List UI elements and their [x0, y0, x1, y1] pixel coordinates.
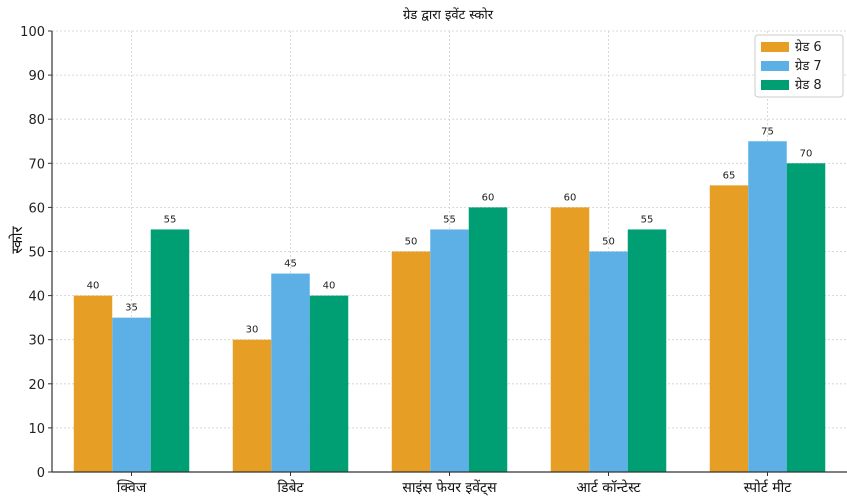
- bar-value-label: 50: [602, 237, 615, 248]
- legend-entry: ग्रेड 7: [795, 58, 822, 74]
- bar-value-label: 45: [284, 259, 297, 270]
- legend-swatch: [761, 61, 789, 71]
- axes: 0 10 20 30 40 50 60 70 80 90 100 क्विज डिबेट साइंस फे…: [20, 25, 847, 496]
- bar: [271, 273, 310, 472]
- bar: [709, 185, 749, 472]
- y-tick-label: 0: [37, 466, 45, 481]
- legend-entry: ग्रेड 8: [795, 77, 822, 93]
- y-tick-label: 10: [28, 422, 45, 437]
- bar: [73, 295, 113, 472]
- bar: [627, 229, 667, 472]
- bar: [309, 295, 349, 472]
- x-tick-label: साइंस फेयर इवेंट्स: [402, 479, 497, 496]
- y-tick-label: 80: [28, 113, 45, 128]
- data-labels: 40 30 50 60 65 35 45 55 50 75 55 40 60 55 70: [87, 126, 813, 335]
- y-axis-label: स्कोर: [8, 225, 26, 253]
- bar-value-label: 60: [482, 192, 495, 203]
- x-tick-label: डिबेट: [277, 479, 304, 496]
- bar-value-label: 60: [564, 192, 577, 203]
- bar-value-label: 40: [87, 281, 100, 292]
- x-tick-label: स्पोर्ट मीट: [744, 479, 793, 496]
- bar-value-label: 70: [800, 148, 813, 159]
- bars: [73, 141, 826, 473]
- y-tick-label: 90: [28, 69, 45, 84]
- bar-value-label: 75: [761, 126, 774, 137]
- bar: [786, 163, 826, 473]
- y-tick-label: 40: [28, 290, 45, 305]
- bar-value-label: 65: [723, 170, 736, 181]
- bar: [112, 317, 151, 472]
- bar: [391, 251, 431, 472]
- y-tick-label: 30: [28, 334, 45, 349]
- y-tick-label: 60: [28, 201, 45, 216]
- y-tick-label: 50: [28, 246, 45, 261]
- bar-value-label: 55: [641, 214, 654, 225]
- bar: [589, 251, 628, 472]
- legend-entry: ग्रेड 6: [795, 39, 822, 55]
- chart-title: ग्रेड द्वारा इवेंट स्कोर: [403, 7, 494, 23]
- x-tick-label: क्विज: [117, 479, 147, 496]
- bar-value-label: 50: [405, 237, 418, 248]
- bar: [430, 229, 469, 472]
- y-tick-label: 20: [28, 378, 45, 393]
- bar: [468, 207, 508, 472]
- bar: [748, 141, 787, 472]
- legend-swatch: [761, 80, 789, 90]
- x-tick-label: आर्ट कॉन्टेस्ट: [576, 479, 641, 496]
- legend: ग्रेड 6 ग्रेड 7 ग्रेड 8: [754, 34, 844, 98]
- y-tick-label: 70: [28, 157, 45, 172]
- bar: [150, 229, 190, 472]
- bar: [232, 339, 272, 472]
- bar-value-label: 30: [246, 325, 259, 336]
- bar-value-label: 40: [323, 281, 336, 292]
- bar-value-label: 55: [443, 214, 456, 225]
- bar: [550, 207, 590, 472]
- legend-swatch: [761, 42, 789, 52]
- bar-value-label: 55: [164, 214, 177, 225]
- bar-value-label: 35: [125, 303, 138, 314]
- y-tick-label: 100: [20, 25, 45, 40]
